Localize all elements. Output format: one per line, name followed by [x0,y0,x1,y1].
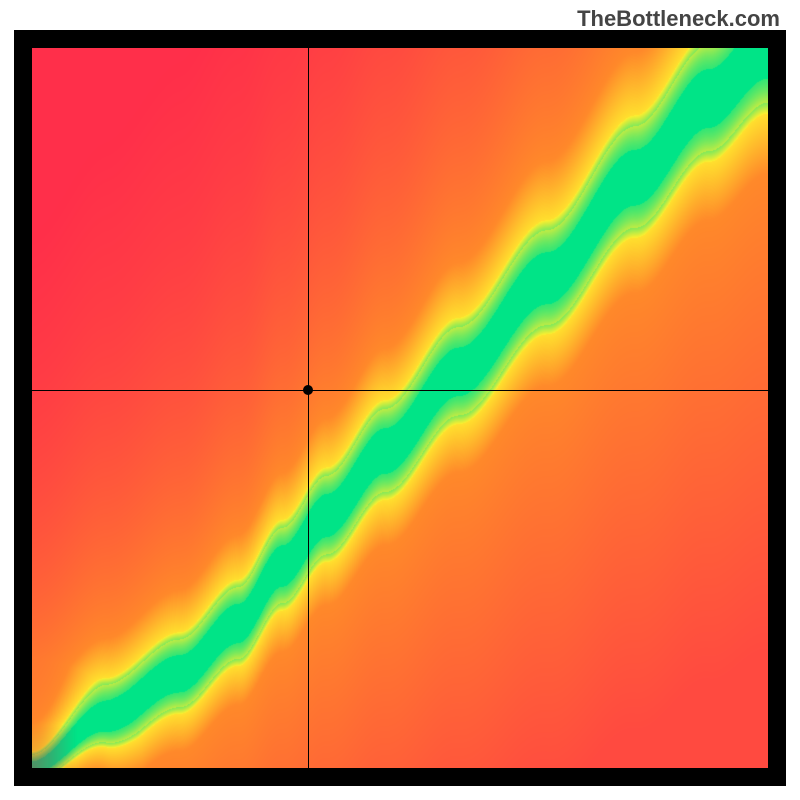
plot-frame [14,30,786,786]
crosshair-marker [303,385,313,395]
watermark-text: TheBottleneck.com [577,6,780,32]
crosshair-horizontal [32,390,768,391]
bottleneck-heatmap [32,48,768,768]
crosshair-vertical [308,48,309,768]
